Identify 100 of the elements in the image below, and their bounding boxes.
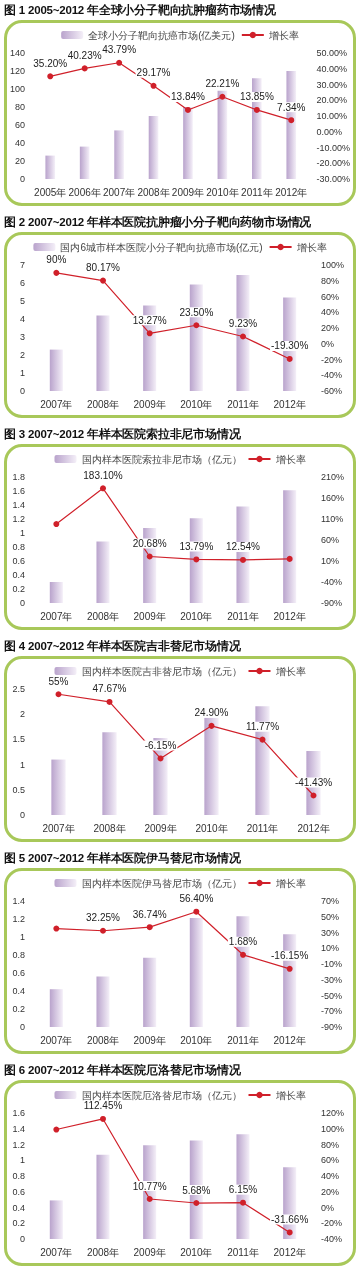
legend-label: 增长率: [274, 877, 306, 889]
y2-tick-label: -40%: [321, 370, 343, 381]
data-label: 35.20%: [33, 57, 68, 69]
data-label: 5.68%: [182, 1184, 211, 1196]
y-tick-label: 3: [19, 332, 25, 342]
y-tick-label: 1: [19, 759, 25, 770]
y2-tick-label: 10.00%: [316, 111, 348, 121]
point: [219, 93, 226, 100]
y2-tick-label: -50%: [321, 990, 343, 1001]
y-tick-label: 80: [15, 102, 26, 112]
bar: [102, 732, 117, 815]
x-tick-label: 2007年: [40, 610, 73, 622]
chart-title: 图 1 2005~2012 年全球小分子靶向抗肿瘤药市场情况: [3, 2, 277, 18]
point: [55, 691, 62, 698]
x-tick-label: 2008年: [93, 822, 126, 834]
data-label: 36.74%: [132, 908, 167, 920]
data-label: 32.25%: [86, 912, 121, 924]
legend-label: 增长率: [274, 665, 306, 677]
data-label: 24.90%: [194, 707, 229, 719]
point: [53, 925, 60, 932]
x-tick-label: 2007年: [102, 186, 136, 198]
y2-tick-label: 10%: [321, 943, 340, 954]
data-label: 13.27%: [132, 314, 167, 326]
data-label: 55%: [48, 675, 69, 687]
x-tick-label: 2009年: [171, 186, 205, 198]
y-tick-label: 1.5: [12, 734, 25, 745]
bar: [96, 976, 110, 1027]
data-label: 7.34%: [277, 101, 306, 113]
point: [193, 556, 200, 563]
bar: [49, 1200, 63, 1239]
data-label: -31.66%: [271, 1213, 309, 1225]
y-tick-label: 1: [19, 932, 25, 942]
chart-title: 图 6 2007~2012 年样本医院厄洛替尼市场情况: [3, 1063, 242, 1078]
data-label: -16.15%: [271, 950, 309, 962]
data-label: 56.40%: [179, 893, 214, 905]
bar: [79, 146, 90, 179]
x-tick-label: 2011年: [227, 610, 259, 622]
y2-tick-label: -30.00%: [316, 174, 351, 184]
bar: [96, 541, 110, 603]
y2-tick-label: 60%: [321, 291, 340, 302]
y2-tick-label: 80%: [321, 1139, 340, 1150]
y-tick-label: 0: [19, 598, 25, 608]
y2-tick-label: 40%: [321, 307, 340, 318]
y-tick-label: 0.2: [12, 1004, 25, 1014]
x-tick-label: 2011年: [227, 1246, 259, 1258]
point: [53, 521, 60, 528]
chart-title: 图 3 2007~2012 年样本医院索拉非尼市场情况: [3, 426, 242, 442]
x-tick-label: 2011年: [227, 1034, 259, 1046]
point: [146, 1196, 153, 1203]
x-tick-label: 2012年: [273, 1246, 306, 1258]
point: [146, 330, 153, 337]
bar: [189, 918, 203, 1027]
y-tick-label: 0: [19, 1022, 25, 1032]
y2-tick-label: 60%: [321, 535, 340, 545]
point: [150, 82, 157, 89]
y2-tick-label: -20%: [321, 354, 343, 365]
data-label: 29.17%: [136, 67, 171, 79]
data-label: 13.85%: [239, 91, 274, 103]
data-label: 9.23%: [228, 317, 258, 329]
y-tick-label: 7: [19, 260, 25, 270]
x-tick-label: 2011年: [246, 822, 279, 834]
point: [116, 59, 123, 66]
point: [146, 924, 153, 931]
point: [81, 65, 88, 72]
point: [240, 951, 246, 958]
y2-tick-label: -30%: [321, 974, 343, 985]
x-tick-label: 2008年: [137, 186, 170, 198]
legend-label: 增长率: [295, 241, 327, 253]
data-label: 112.45%: [83, 1100, 123, 1112]
x-tick-label: 2007年: [40, 1246, 73, 1258]
data-label: 47.67%: [92, 683, 127, 695]
y2-tick-label: 20%: [321, 1186, 340, 1197]
y2-tick-label: 160%: [321, 493, 345, 503]
y2-tick-label: 100%: [321, 1123, 345, 1134]
bar: [49, 582, 63, 603]
point: [193, 322, 200, 329]
point: [286, 1229, 293, 1236]
y-tick-label: 1.6: [12, 1108, 25, 1118]
y2-tick-label: 50%: [321, 911, 340, 922]
bar: [183, 107, 193, 179]
point: [240, 1199, 246, 1206]
data-label: 22.21%: [205, 78, 240, 90]
data-label: 12.54%: [226, 541, 261, 553]
y-tick-label: 120: [9, 66, 26, 76]
y-tick-label: 0.8: [12, 1171, 25, 1181]
x-tick-label: 2009年: [133, 1034, 166, 1046]
y2-tick-label: -10.00%: [316, 142, 351, 153]
y-tick-label: 1: [19, 368, 25, 378]
x-tick-label: 2011年: [227, 398, 259, 410]
point: [286, 555, 293, 562]
y-tick-label: 1.2: [12, 914, 25, 924]
y2-tick-label: 120%: [321, 1108, 345, 1118]
point: [146, 553, 153, 560]
y2-tick-label: 110%: [321, 514, 344, 524]
x-tick-label: 2007年: [42, 822, 75, 834]
x-tick-label: 2010年: [180, 398, 213, 410]
y-tick-label: 1: [19, 1155, 25, 1166]
x-tick-label: 2008年: [86, 1034, 120, 1046]
x-tick-label: 2010年: [180, 1034, 213, 1046]
y2-tick-label: -10%: [321, 959, 343, 969]
